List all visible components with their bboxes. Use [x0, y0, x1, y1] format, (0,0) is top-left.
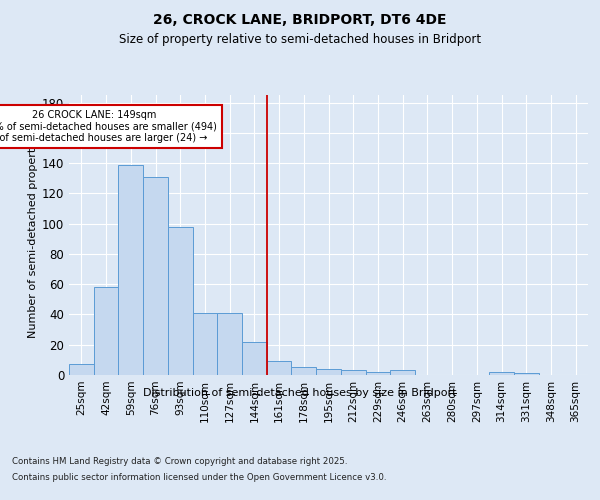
Bar	[143, 176, 168, 375]
Bar	[242, 342, 267, 375]
Bar	[341, 370, 365, 375]
Text: Contains public sector information licensed under the Open Government Licence v3: Contains public sector information licen…	[12, 472, 386, 482]
Bar	[365, 372, 390, 375]
Bar	[193, 313, 217, 375]
Bar	[69, 364, 94, 375]
Text: 26 CROCK LANE: 149sqm
← 95% of semi-detached houses are smaller (494)
5% of semi: 26 CROCK LANE: 149sqm ← 95% of semi-deta…	[0, 110, 217, 144]
Y-axis label: Number of semi-detached properties: Number of semi-detached properties	[28, 132, 38, 338]
Bar	[390, 370, 415, 375]
Bar	[94, 287, 118, 375]
Text: Contains HM Land Registry data © Crown copyright and database right 2025.: Contains HM Land Registry data © Crown c…	[12, 458, 347, 466]
Bar	[489, 372, 514, 375]
Bar	[217, 313, 242, 375]
Bar	[316, 369, 341, 375]
Bar	[514, 374, 539, 375]
Bar	[267, 362, 292, 375]
Bar	[292, 368, 316, 375]
Bar	[168, 226, 193, 375]
Text: Size of property relative to semi-detached houses in Bridport: Size of property relative to semi-detach…	[119, 32, 481, 46]
Text: 26, CROCK LANE, BRIDPORT, DT6 4DE: 26, CROCK LANE, BRIDPORT, DT6 4DE	[153, 12, 447, 26]
Bar	[118, 164, 143, 375]
Text: Distribution of semi-detached houses by size in Bridport: Distribution of semi-detached houses by …	[143, 388, 457, 398]
